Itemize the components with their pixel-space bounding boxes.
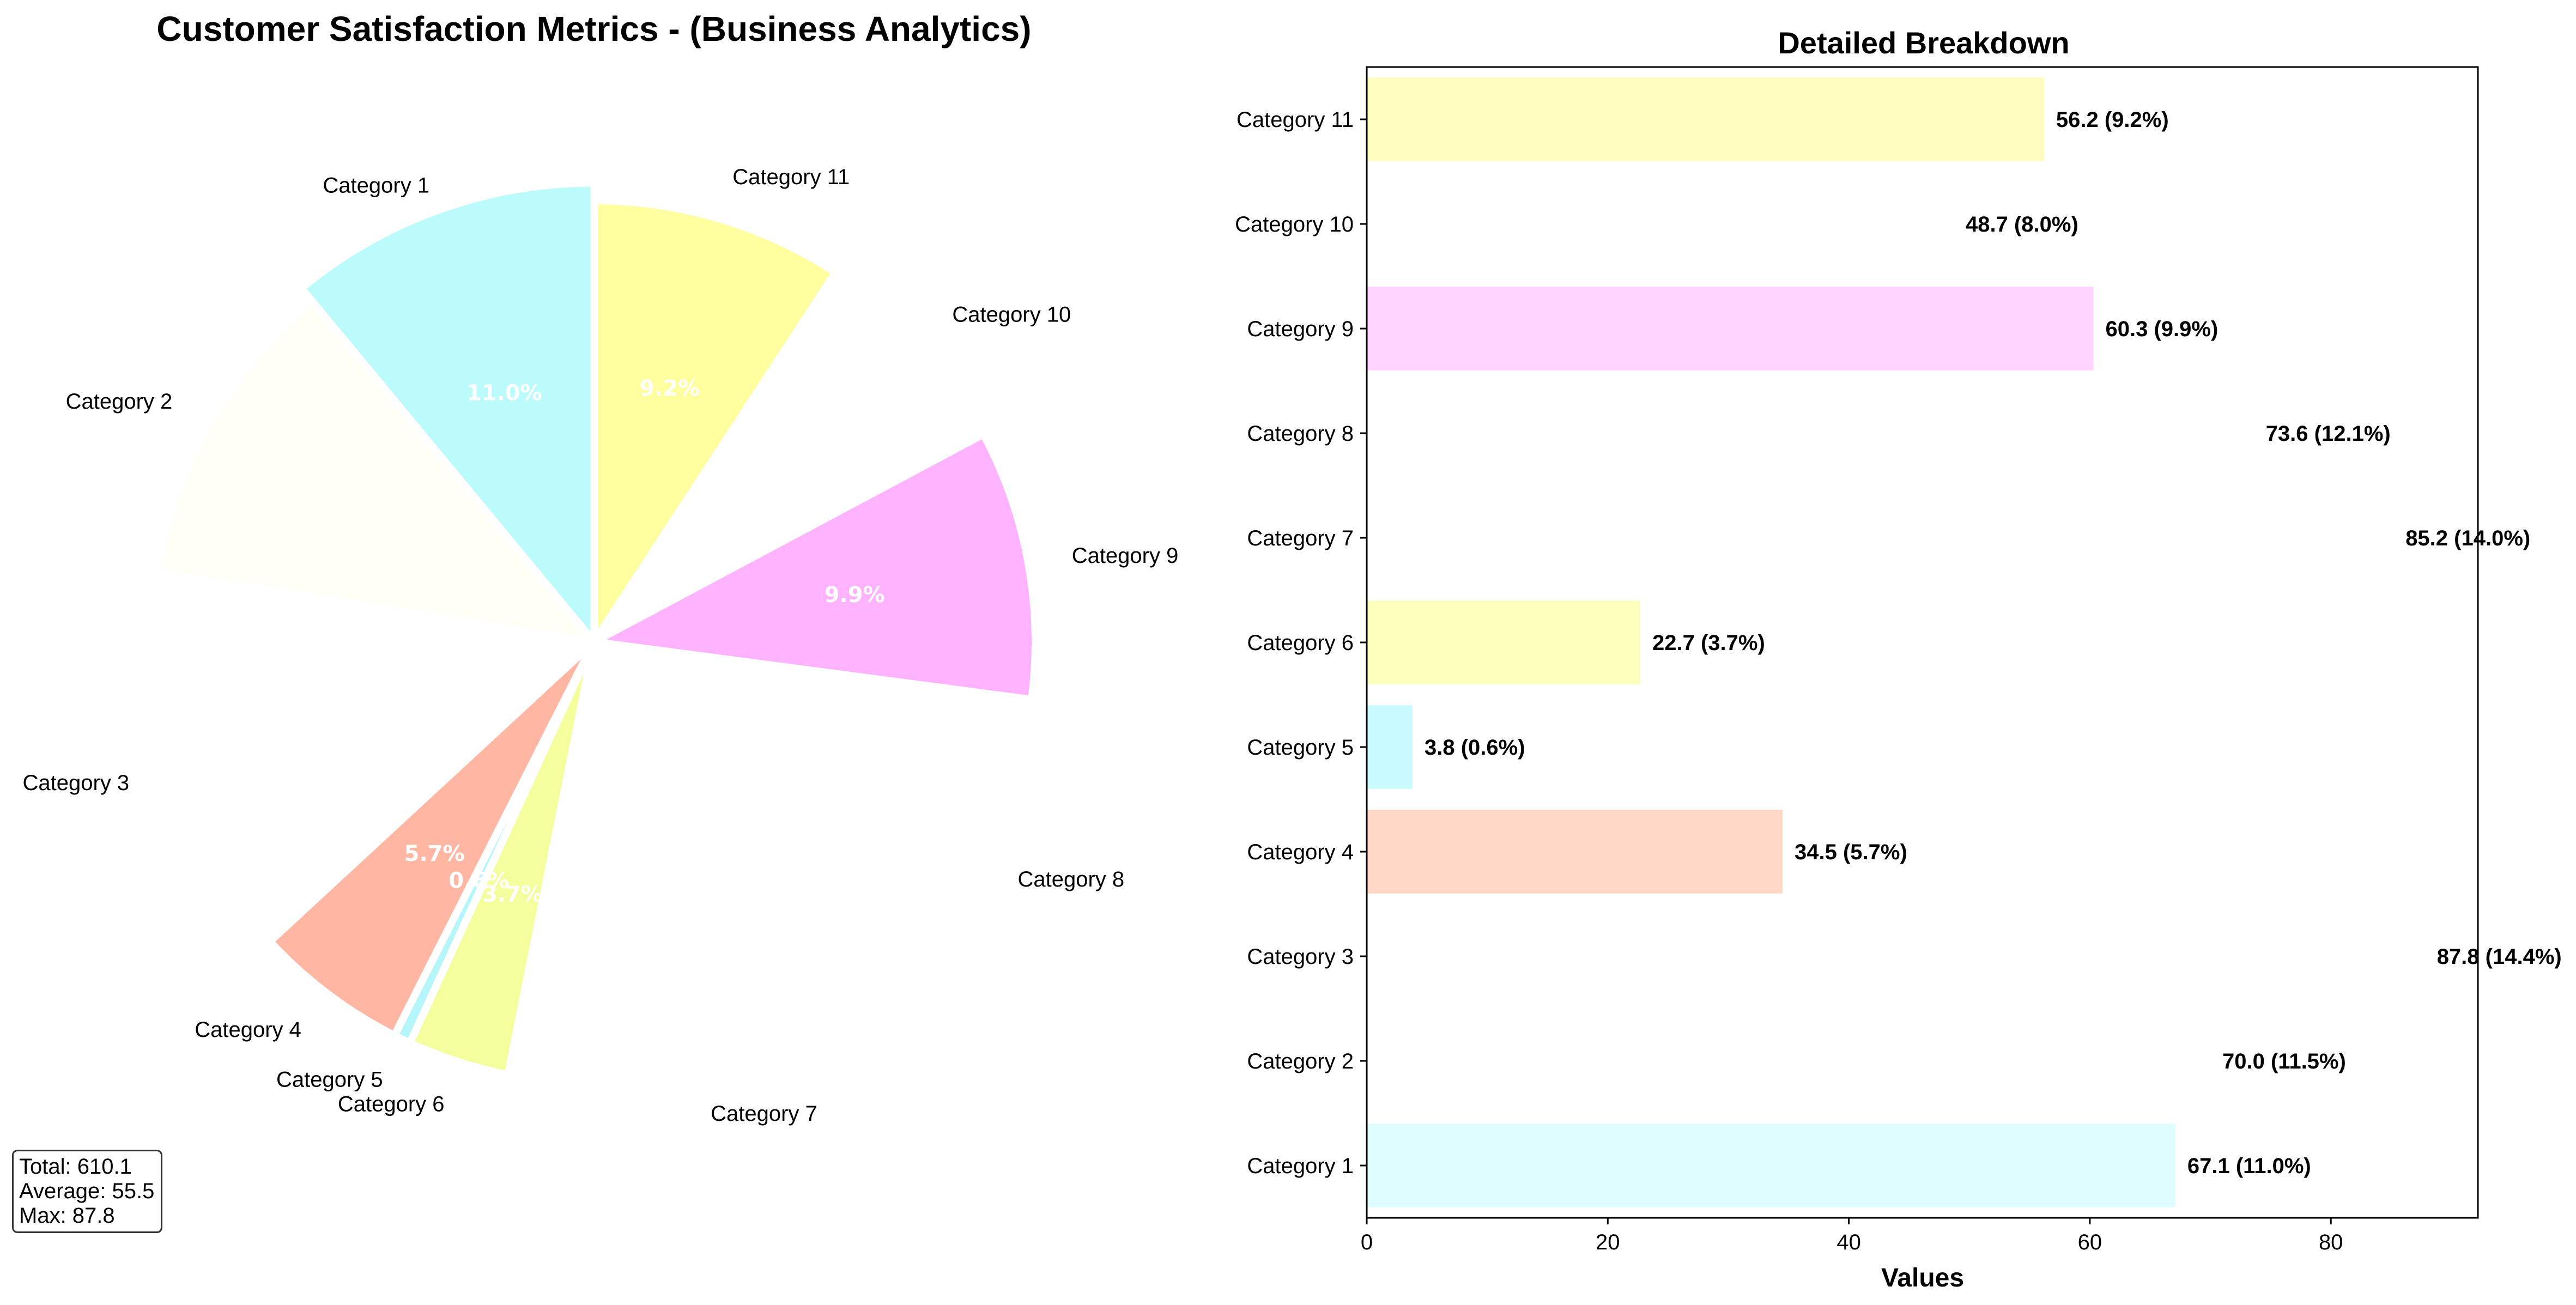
pie-slice-category-4: [264, 639, 598, 1041]
bar-y-tick-label-category-1: Category 1: [1247, 1154, 1354, 1178]
bar-y-tick-label-category-7: Category 7: [1247, 526, 1354, 550]
bar-value-labels: 67.1 (11.0%) 70.0 (11.5%) 87.8 (14.4%) 34.5…: [1425, 108, 2562, 1178]
pie-slice-category-9: [581, 429, 1039, 704]
pie-label-category-4: Category 4: [195, 1018, 301, 1042]
bar-category-6: [1367, 600, 1640, 684]
pie-category-labels: Category 1 Category 2 Category 3 Category 4…: [23, 165, 1179, 1126]
bar-y-tick-label-category-10: Category 10: [1235, 213, 1354, 236]
pie-percent-category-5: 0.6%: [448, 869, 509, 894]
bar-value-label-category-1: 67.1 (11.0%): [2187, 1154, 2311, 1178]
bar-value-label-category-11: 56.2 (9.2%): [2056, 108, 2169, 132]
stats-max: Max: 87.8: [19, 1204, 115, 1228]
bar-category-5: [1367, 705, 1413, 789]
bar-x-tick-label-20: 20: [1596, 1230, 1620, 1254]
pie-label-category-5: Category 5: [276, 1067, 383, 1091]
bar-chart-title: Detailed Breakdown: [1778, 26, 2069, 60]
summary-stats-box: Total: 610.1 Average: 55.5 Max: 87.8: [12, 1150, 163, 1233]
pie-slice-category-1: [296, 179, 598, 653]
bar-y-tick-labels: Category 1 Category 2 Category 3 Category 4…: [1235, 108, 1367, 1178]
bar-x-ticks: 0 20 40 60 80: [1361, 1218, 2343, 1254]
bar-category-7: [1367, 496, 2394, 580]
bar-value-label-category-4: 34.5 (5.7%): [1795, 840, 1907, 864]
stats-total: Total: 610.1: [19, 1155, 132, 1179]
bar-value-label-category-7: 85.2 (14.0%): [2405, 526, 2530, 550]
bar-y-tick-label-category-11: Category 11: [1237, 108, 1354, 132]
bar-y-tick-label-category-3: Category 3: [1247, 945, 1354, 969]
pie-percent-category-9: 9.9%: [825, 582, 885, 608]
bar-x-tick-label-60: 60: [2078, 1230, 2102, 1254]
bar-x-tick-label-80: 80: [2319, 1230, 2343, 1254]
pie-percent-category-4: 5.7%: [404, 841, 465, 866]
bar-category-2: [1367, 1019, 2210, 1103]
bar-value-label-category-5: 3.8 (0.6%): [1425, 736, 1525, 760]
pie-chart-title: Customer Satisfaction Metrics - (Busines…: [156, 9, 1031, 48]
pie-label-category-10: Category 10: [952, 303, 1071, 327]
pie-slice-category-11: [590, 196, 841, 655]
bar-y-tick-label-category-6: Category 6: [1247, 631, 1354, 655]
pie-slice-category-7: [503, 633, 878, 1088]
pie-percent-category-1: 11.0%: [466, 381, 542, 406]
bar-x-axis-label: Values: [1881, 1264, 1964, 1292]
pie-label-category-7: Category 7: [711, 1102, 817, 1126]
pie-slices: [149, 179, 1039, 1088]
pie-slice-category-10: [591, 267, 989, 646]
bar-category-3: [1367, 914, 2425, 998]
bar-category-8: [1367, 391, 2254, 475]
bar-value-label-category-3: 87.8 (14.4%): [2437, 945, 2562, 969]
bar-x-tick-label-40: 40: [1836, 1230, 1861, 1254]
pie-label-category-8: Category 8: [1018, 867, 1125, 891]
bar-category-1: [1367, 1124, 2175, 1207]
bar-y-tick-label-category-4: Category 4: [1247, 840, 1354, 864]
bar-category-4: [1367, 810, 1783, 894]
pie-percent-labels: 11.0% 5.7% 0.6%3.7% 9.9% 9.2%: [404, 376, 885, 907]
pie-slice-category-2: [154, 296, 604, 647]
bars: [1367, 77, 2425, 1207]
bar-category-11: [1367, 77, 2044, 161]
bar-value-label-category-9: 60.3 (9.9%): [2106, 317, 2219, 341]
pie-label-category-6: Category 6: [338, 1092, 445, 1116]
pie-label-category-2: Category 2: [66, 390, 173, 414]
bar-value-label-category-8: 73.6 (12.1%): [2266, 422, 2391, 446]
bar-value-label-category-10: 48.7 (8.0%): [1966, 213, 2078, 236]
bar-y-tick-label-category-5: Category 5: [1247, 736, 1354, 760]
pie-label-category-1: Category 1: [323, 174, 429, 198]
pie-slice-category-3: [149, 568, 603, 947]
bar-y-tick-label-category-8: Category 8: [1247, 422, 1354, 446]
pie-slice-category-8: [585, 636, 1036, 990]
bar-y-tick-label-category-2: Category 2: [1247, 1049, 1354, 1073]
pie-label-category-3: Category 3: [23, 771, 130, 795]
bar-y-tick-label-category-9: Category 9: [1247, 317, 1354, 341]
bar-category-9: [1367, 287, 2094, 371]
bar-category-10: [1367, 182, 1954, 266]
bar-value-label-category-6: 22.7 (3.7%): [1652, 631, 1765, 655]
stats-average: Average: 55.5: [19, 1179, 155, 1203]
pie-label-category-9: Category 9: [1072, 544, 1179, 568]
pie-percent-category-6: 3.7%: [482, 882, 543, 907]
pie-label-category-11: Category 11: [732, 165, 850, 189]
bar-x-tick-label-0: 0: [1361, 1230, 1373, 1254]
pie-percent-category-11: 9.2%: [639, 376, 700, 401]
pie-chart: Customer Satisfaction Metrics - (Busines…: [23, 9, 1179, 1126]
bar-value-label-category-2: 70.0 (11.5%): [2222, 1049, 2346, 1073]
